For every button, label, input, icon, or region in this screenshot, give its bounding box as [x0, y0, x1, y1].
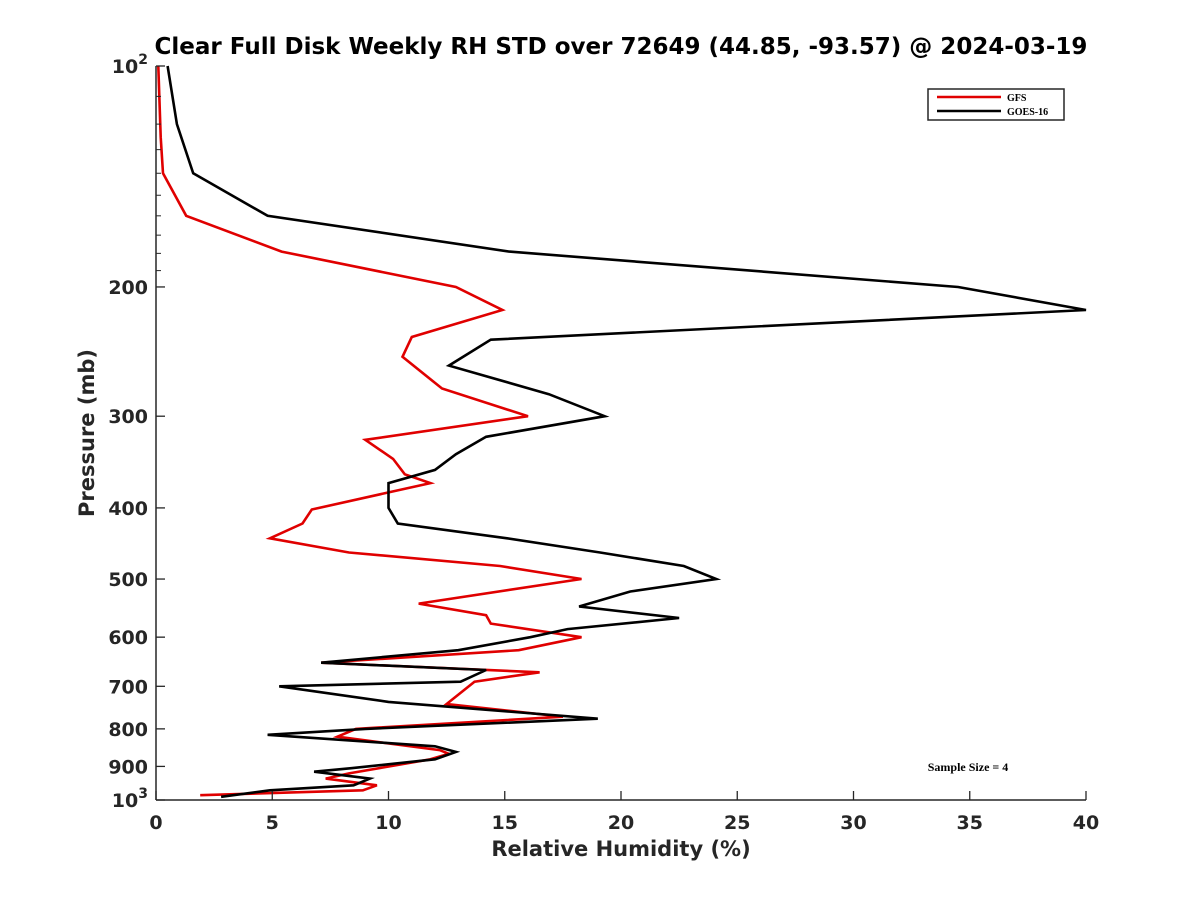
y-tick-label: 400 [108, 498, 148, 520]
x-tick-label: 10 [375, 812, 401, 834]
y-tick-label: 200 [108, 277, 148, 299]
legend-label-goes16: GOES-16 [1007, 107, 1048, 118]
y-axis-label: Pressure (mb) [75, 349, 99, 517]
plot-area [156, 66, 1086, 800]
legend-label-gfs: GFS [1007, 93, 1027, 104]
y-tick-label: 103 [112, 786, 148, 812]
y-tick-label: 700 [108, 676, 148, 698]
x-axis-label: Relative Humidity (%) [491, 837, 750, 861]
series-line-gfs [157, 65, 582, 797]
y-tick-label: 102 [112, 52, 148, 78]
series-layer [157, 65, 1087, 799]
x-tick-label: 0 [149, 812, 162, 834]
x-tick-label: 25 [724, 812, 750, 834]
y-tick-label: 900 [108, 756, 148, 778]
x-tick-label: 15 [492, 812, 518, 834]
plot-background [156, 66, 1086, 800]
x-tick-label: 20 [608, 812, 634, 834]
y-tick-label: 300 [108, 406, 148, 428]
x-tick-label: 5 [266, 812, 279, 834]
series-line-goes16 [166, 65, 1087, 799]
y-tick-label: 500 [108, 569, 148, 591]
sample-size-annotation: Sample Size = 4 [928, 760, 1009, 774]
y-tick-label: 800 [108, 719, 148, 741]
legend: GFS GOES-16 [927, 88, 1065, 121]
x-tick-label: 35 [957, 812, 983, 834]
y-tick-label: 600 [108, 627, 148, 649]
axes-layer: 0 5 10 15 20 25 30 35 40 102 200 300 400 500 600 700 800… [108, 52, 1099, 834]
x-tick-label: 30 [840, 812, 866, 834]
legend-box [927, 88, 1065, 121]
chart-title: Clear Full Disk Weekly RH STD over 72649… [155, 34, 1088, 60]
x-tick-label: 40 [1073, 812, 1099, 834]
